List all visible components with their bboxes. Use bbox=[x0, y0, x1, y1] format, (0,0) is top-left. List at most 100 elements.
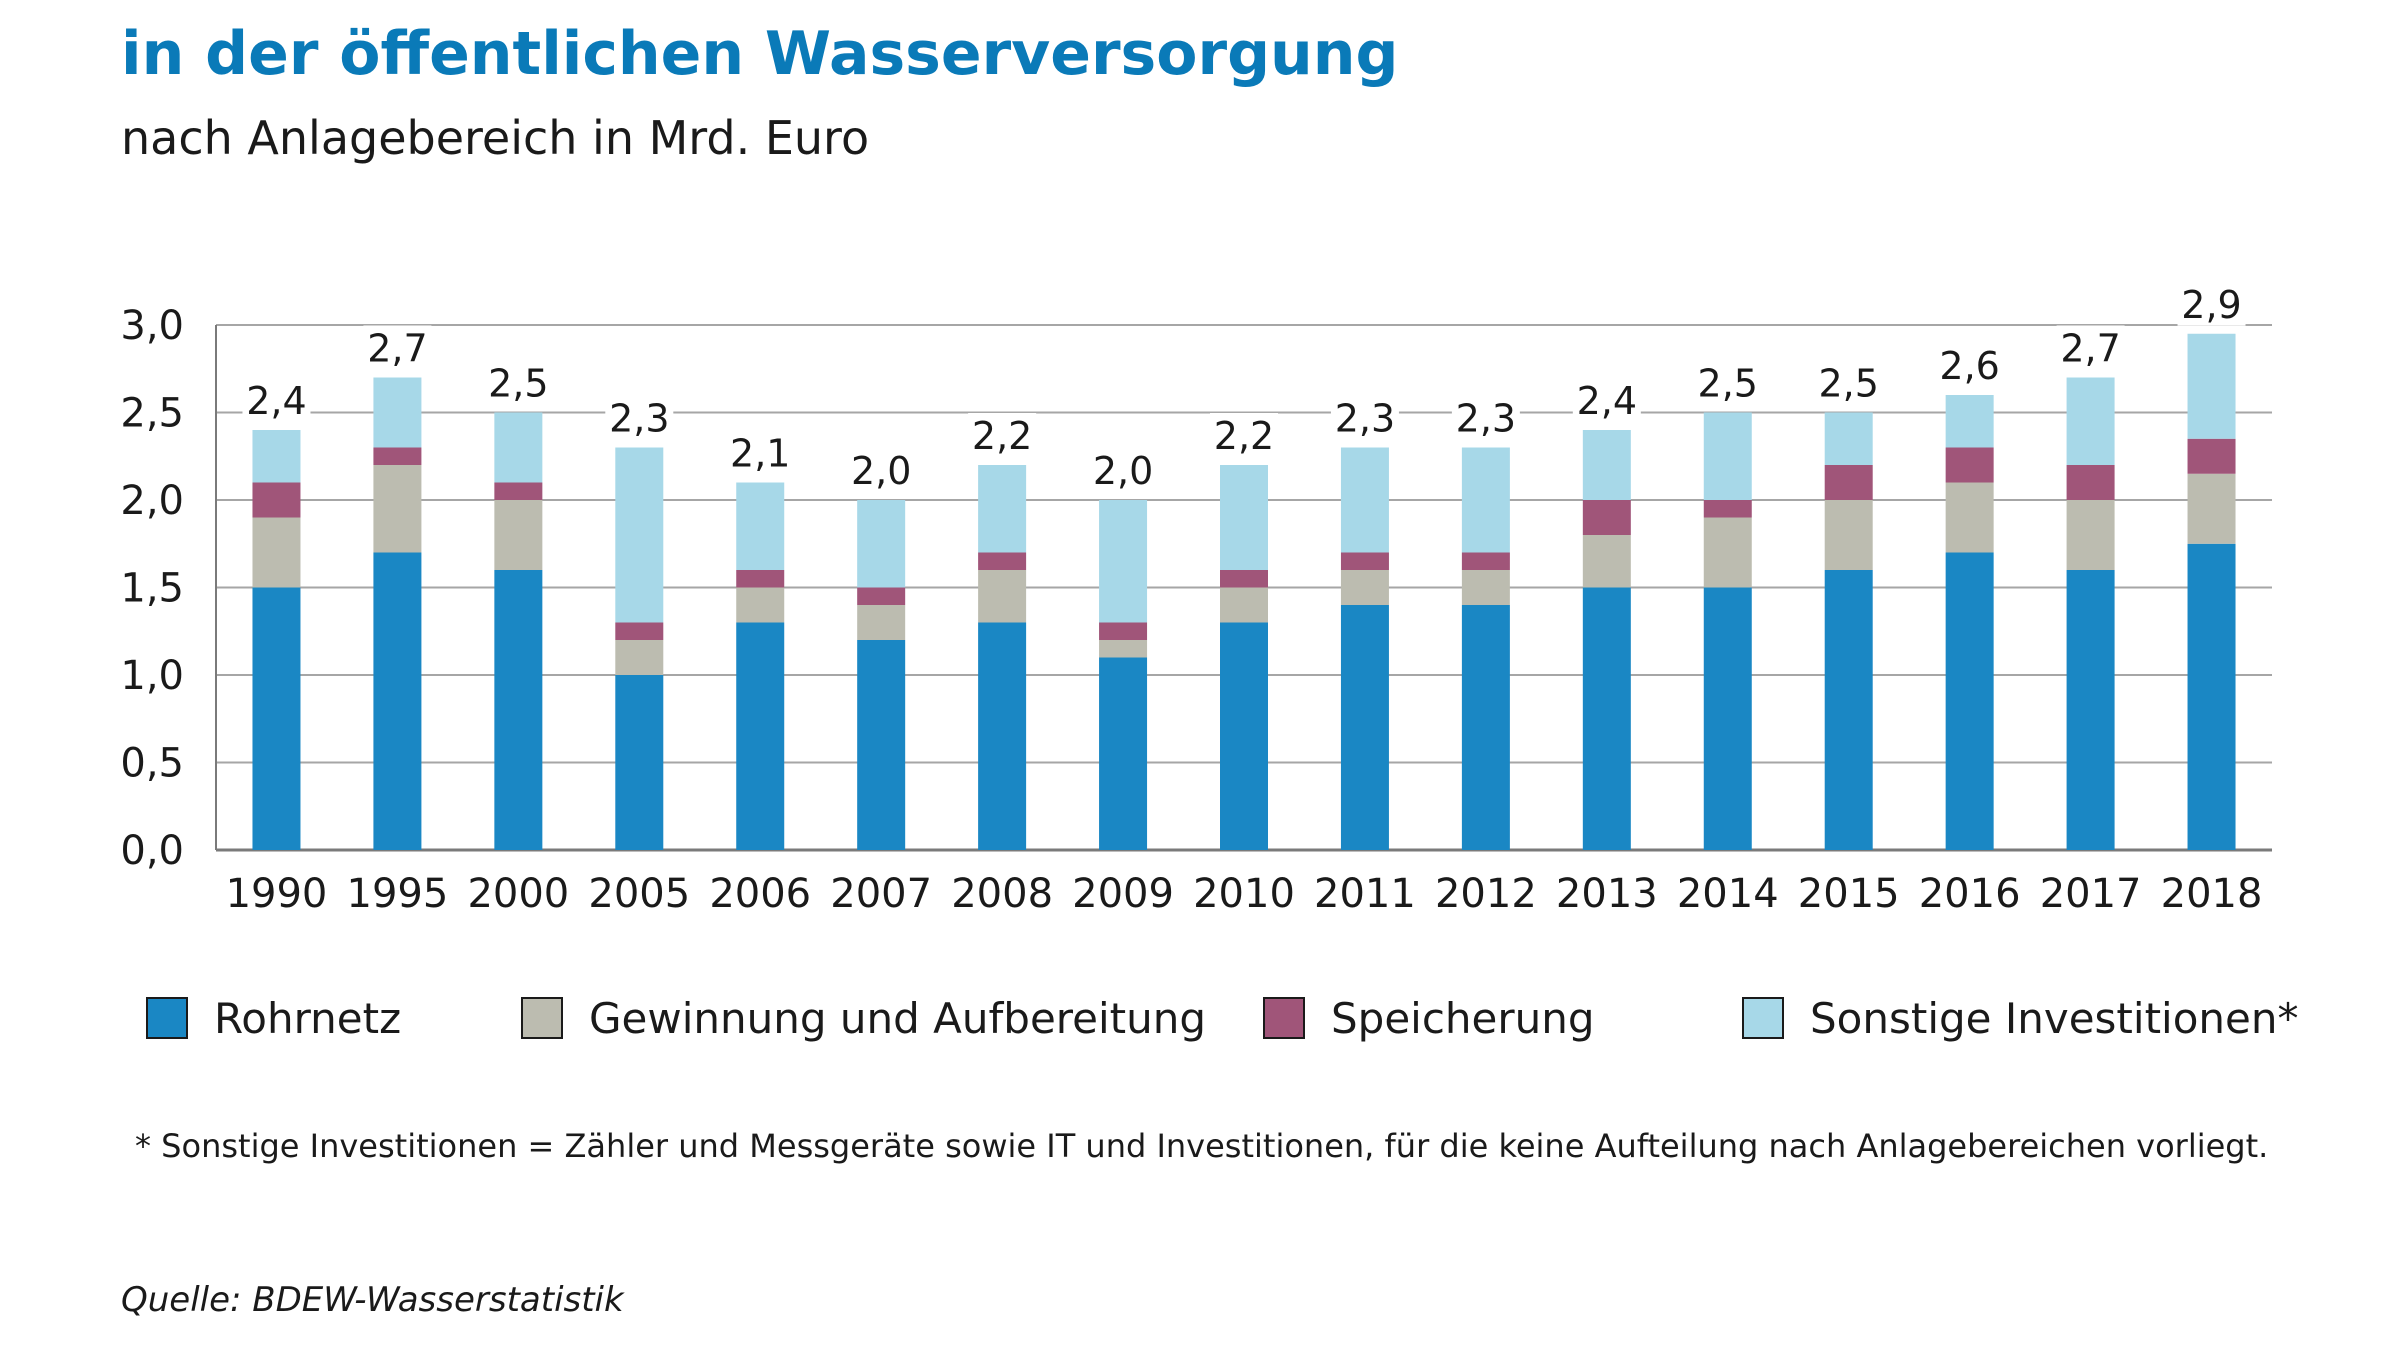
legend: Rohrnetz Gewinnung und Aufbereitung Spei… bbox=[146, 988, 2298, 1048]
x-tick-label: 2010 bbox=[1193, 871, 1295, 917]
total-label-bg bbox=[1210, 413, 1278, 457]
bar-total-label: 2,5 bbox=[1698, 362, 1758, 406]
bar-segment bbox=[373, 465, 422, 553]
total-label-bg bbox=[1935, 343, 2004, 387]
bar-segment bbox=[615, 622, 664, 640]
bar-segment bbox=[252, 587, 301, 850]
bar-segment bbox=[2187, 438, 2236, 474]
legend-label-gewinnung: Gewinnung und Aufbereitung bbox=[589, 993, 1206, 1043]
bar-segment bbox=[1461, 447, 1510, 553]
x-tick-label: 1990 bbox=[226, 871, 328, 917]
bar-segment bbox=[978, 465, 1027, 553]
chart-subtitle: nach Anlagebereich in Mrd. Euro bbox=[121, 111, 870, 165]
x-tick-label: 2009 bbox=[1072, 871, 1174, 917]
bar-segment bbox=[615, 675, 664, 850]
x-tick-label: 2008 bbox=[951, 871, 1053, 917]
total-label-bg bbox=[484, 360, 553, 405]
bar-segment bbox=[1220, 587, 1268, 623]
bar-total-label: 2,6 bbox=[1939, 344, 1999, 388]
bar-segment bbox=[373, 377, 422, 448]
bar-total-label: 2,5 bbox=[488, 362, 548, 406]
total-label-bg bbox=[1693, 360, 1762, 405]
y-tick-label: 0,5 bbox=[120, 741, 184, 787]
bar-segment bbox=[857, 500, 906, 588]
x-tick-label: 2012 bbox=[1435, 871, 1537, 917]
bar-segment bbox=[1340, 605, 1389, 850]
total-label-bg bbox=[1089, 448, 1158, 492]
total-label-bg bbox=[605, 395, 674, 440]
bar-segment bbox=[494, 412, 543, 483]
x-tick-label: 2011 bbox=[1314, 871, 1416, 917]
bar-total-label: 2,3 bbox=[1456, 397, 1516, 441]
y-tick-label: 1,0 bbox=[120, 653, 184, 699]
bar-total-label: 2,7 bbox=[2060, 327, 2120, 371]
bar-total-label: 2,7 bbox=[367, 327, 427, 371]
bar-segment bbox=[1461, 605, 1510, 850]
y-tick-label: 1,5 bbox=[120, 566, 184, 612]
legend-item-speicherung: Speicherung bbox=[1263, 988, 1595, 1048]
bar-segment bbox=[615, 447, 664, 623]
legend-swatch-speicherung bbox=[1263, 997, 1305, 1039]
bar-segment bbox=[1461, 552, 1510, 570]
bar-segment bbox=[736, 587, 785, 623]
bar-segment bbox=[1824, 570, 1873, 850]
total-label-bg bbox=[847, 448, 916, 492]
bar-segment bbox=[2187, 543, 2236, 850]
y-tick-label: 2,5 bbox=[120, 391, 184, 437]
stacked-bar-chart: 0,0 0,5 1,0 1,5 2,0 2,5 3,0 2,4 1990 2,7 1995 2,5 20… bbox=[120, 281, 2272, 917]
bar-segment bbox=[252, 430, 301, 483]
source-note: Quelle: BDEW-Wasserstatistik bbox=[121, 1280, 624, 1320]
bar-segment bbox=[1220, 465, 1268, 570]
y-tick-label: 2,0 bbox=[120, 478, 184, 524]
bar-segment bbox=[1340, 552, 1389, 570]
bar-total-label: 2,0 bbox=[1093, 449, 1153, 493]
bar-segment bbox=[1945, 482, 1994, 553]
bar-total-label: 2,0 bbox=[851, 449, 911, 493]
labels: 0,0 0,5 1,0 1,5 2,0 2,5 3,0 2,4 1990 2,7 1995 2,5 20… bbox=[120, 281, 2263, 917]
bar-total-label: 2,5 bbox=[1818, 362, 1878, 406]
bar-segment bbox=[373, 552, 422, 850]
y-tick-label: 0,0 bbox=[120, 828, 184, 874]
x-tick-label: 2014 bbox=[1677, 871, 1779, 917]
bar-segment bbox=[1340, 447, 1389, 553]
bar-segment bbox=[1099, 657, 1148, 850]
bar-segment bbox=[1703, 412, 1752, 500]
legend-item-gewinnung: Gewinnung und Aufbereitung bbox=[521, 988, 1206, 1048]
x-tick-label: 2005 bbox=[588, 871, 690, 917]
bar-segment bbox=[1582, 500, 1631, 535]
bar-segment bbox=[736, 622, 785, 850]
bar-segment bbox=[978, 570, 1027, 623]
total-label-bg bbox=[726, 430, 795, 475]
legend-swatch-sonstige bbox=[1742, 997, 1784, 1039]
bar-total-label: 2,3 bbox=[609, 397, 669, 441]
total-label-bg bbox=[1451, 395, 1520, 440]
bar-segment bbox=[978, 552, 1027, 570]
bar-segment bbox=[2187, 333, 2236, 439]
bar-segment bbox=[2066, 465, 2115, 500]
bar-segment bbox=[494, 570, 543, 850]
footnote: * Sonstige Investitionen = Zähler und Me… bbox=[135, 1127, 2269, 1165]
bar-segment bbox=[2066, 570, 2115, 850]
total-label-bg bbox=[1814, 360, 1883, 405]
bar-segment bbox=[494, 500, 543, 570]
bar-segment bbox=[1824, 500, 1873, 570]
bar-segment bbox=[2187, 473, 2236, 544]
legend-label-rohrnetz: Rohrnetz bbox=[214, 993, 402, 1043]
bar-segment bbox=[1703, 517, 1752, 588]
total-label-bg bbox=[1330, 395, 1399, 440]
total-label-bg bbox=[363, 325, 432, 370]
bar-segment bbox=[1945, 447, 1994, 483]
total-label-bg bbox=[968, 413, 1037, 457]
bar-segment bbox=[373, 447, 422, 465]
bar-segment bbox=[978, 622, 1027, 850]
bar-segment bbox=[736, 570, 785, 588]
bar-total-label: 2,4 bbox=[1577, 379, 1637, 423]
bar-segment bbox=[736, 482, 785, 570]
x-tick-label: 2018 bbox=[2161, 871, 2263, 917]
bar-segment bbox=[1945, 552, 1994, 850]
bar-segment bbox=[857, 587, 906, 605]
legend-swatch-rohrnetz bbox=[146, 997, 188, 1039]
legend-label-speicherung: Speicherung bbox=[1331, 993, 1595, 1043]
bar-total-label: 2,2 bbox=[1214, 414, 1274, 458]
x-tick-label: 2016 bbox=[1919, 871, 2021, 917]
